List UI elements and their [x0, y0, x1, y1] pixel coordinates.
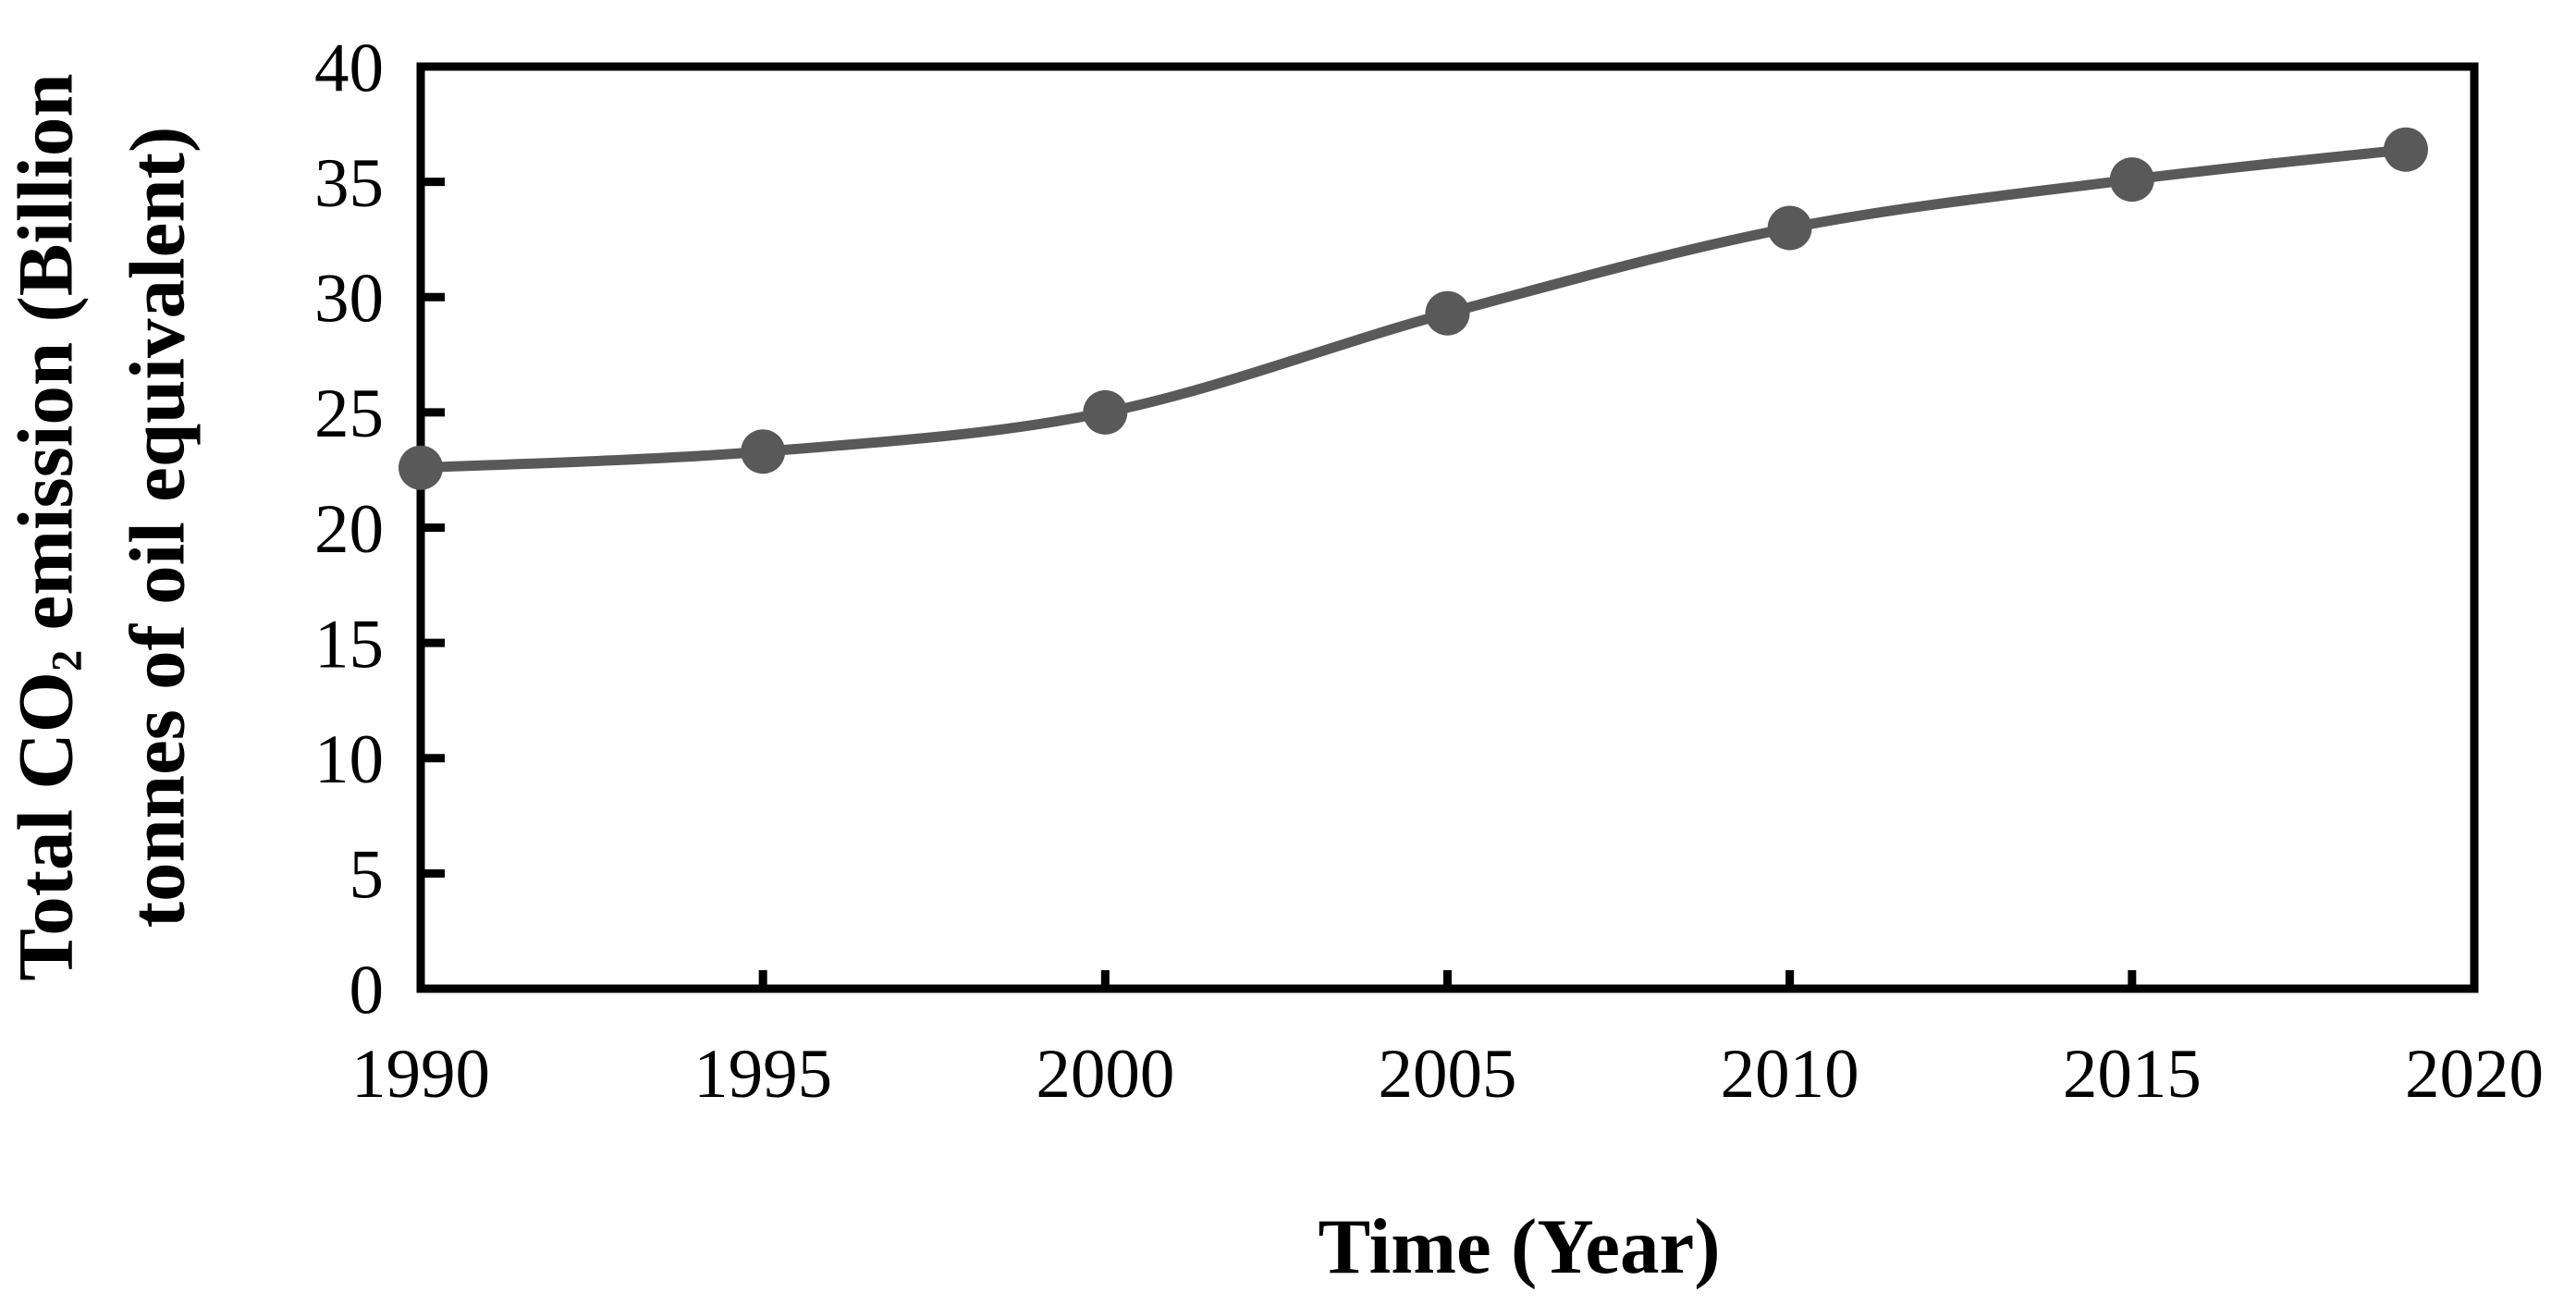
y-tick-label: 35 — [314, 145, 384, 222]
data-point-marker — [2109, 157, 2154, 203]
y-tick-label: 30 — [314, 261, 384, 338]
plot-frame — [416, 62, 2479, 993]
y-tick-label: 15 — [314, 606, 384, 683]
x-tick-label: 1990 — [351, 1036, 490, 1113]
y-tick-label: 25 — [314, 375, 384, 452]
y-axis-title-text: emission (Billion — [2, 73, 90, 650]
y-tick-label: 20 — [314, 491, 384, 568]
series-line — [415, 144, 2411, 474]
x-tick-label: 2000 — [1036, 1036, 1174, 1113]
y-tick-label: 5 — [350, 837, 385, 914]
y-tick-label: 40 — [314, 30, 384, 106]
data-point-marker — [1083, 389, 1128, 435]
x-tick-label: 2010 — [1721, 1036, 1859, 1113]
x-tick-label: 1995 — [693, 1036, 832, 1113]
y-axis-title-text: Total CO — [2, 671, 90, 981]
data-point-marker — [741, 429, 786, 474]
data-point-marker — [2383, 127, 2428, 172]
y-axis-title-line2: tonnes of oil equivalent) — [114, 126, 202, 929]
data-point-marker — [1425, 290, 1470, 336]
data-point-marker — [1767, 205, 1812, 251]
x-tick-label: 2005 — [1379, 1036, 1517, 1113]
y-axis-title: Total CO2 emission (Billion tonnes of oi… — [0, 0, 202, 1221]
y-axis-title-subscript: 2 — [43, 649, 92, 672]
x-tick-label: 2015 — [2063, 1036, 2202, 1113]
y-tick-label: 10 — [314, 721, 384, 798]
x-axis-title: Time (Year) — [1318, 1203, 1721, 1290]
y-tick-label: 0 — [350, 952, 385, 1028]
x-tick-label: 2020 — [2405, 1036, 2544, 1113]
data-point-marker — [399, 445, 443, 490]
y-axis-title-line1: Total CO2 emission (Billion — [0, 0, 112, 1221]
